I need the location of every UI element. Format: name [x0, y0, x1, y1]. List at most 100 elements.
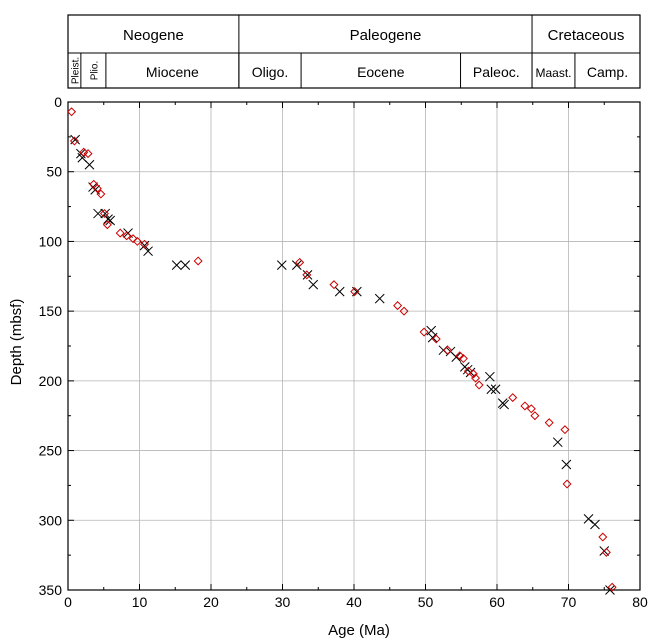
- period-label: Paleogene: [350, 27, 422, 44]
- x-tick-label: 30: [275, 594, 291, 610]
- data-point-x: [291, 260, 302, 270]
- x-stroke: [490, 384, 501, 395]
- x-tick-label: 50: [418, 594, 434, 610]
- data-point-diamond: [530, 411, 540, 421]
- x-stroke: [605, 585, 615, 595]
- y-tick-label: 150: [39, 303, 63, 319]
- epoch-label: Pleist.: [70, 57, 81, 84]
- x-stroke: [308, 279, 319, 290]
- data-point-x: [486, 384, 497, 395]
- data-point-x: [139, 240, 150, 251]
- x-stroke: [427, 332, 438, 343]
- data-point-x: [374, 293, 385, 304]
- data-point-diamond: [544, 418, 554, 428]
- data-point-x: [590, 519, 600, 530]
- data-point-diamond: [96, 189, 106, 199]
- x-stroke: [484, 371, 495, 382]
- series-diamond: [67, 107, 617, 592]
- epoch-label: Eocene: [357, 64, 405, 80]
- data-point-x: [84, 159, 95, 170]
- data-point-x: [490, 384, 501, 395]
- period-label: Cretaceous: [548, 27, 625, 44]
- x-stroke: [374, 293, 385, 304]
- y-tick-label: 200: [39, 373, 63, 389]
- data-point-diamond: [508, 393, 518, 403]
- data-point-x: [605, 585, 615, 595]
- geologic-timescale: Neogene Paleogene Cretaceous Pleist. Plio. Mi…: [67, 14, 641, 89]
- data-point-diamond: [132, 236, 142, 246]
- x-stroke: [583, 514, 594, 524]
- x-stroke: [276, 260, 287, 270]
- x-stroke: [302, 270, 313, 280]
- data-point-x: [180, 260, 191, 270]
- epoch-label: Paleoc.: [473, 64, 520, 80]
- epoch-label: Maast.: [535, 66, 571, 80]
- data-point-diamond: [115, 228, 125, 238]
- x-stroke: [143, 246, 153, 257]
- data-point-diamond: [520, 401, 530, 411]
- y-tick-label: 50: [46, 164, 62, 180]
- epoch-label: Camp.: [587, 64, 628, 80]
- y-tick-label: 100: [39, 233, 63, 249]
- x-stroke: [139, 240, 150, 251]
- plot-area: [67, 101, 641, 595]
- data-point-diamond: [463, 366, 473, 376]
- x-stroke: [105, 215, 116, 226]
- data-point-diamond: [295, 257, 305, 267]
- x-stroke: [334, 286, 345, 297]
- series-x: [70, 134, 615, 595]
- data-point-diamond: [83, 149, 93, 159]
- epoch-label: Miocene: [146, 64, 199, 80]
- data-point-x: [484, 371, 495, 382]
- data-point-diamond: [193, 256, 203, 266]
- x-axis-title: Age (Ma): [328, 622, 390, 639]
- data-point-diamond: [526, 404, 536, 414]
- data-point-diamond: [92, 183, 102, 193]
- data-point-diamond: [455, 351, 465, 361]
- data-point-diamond: [69, 136, 79, 146]
- data-point-x: [171, 260, 182, 270]
- x-tick-label: 10: [132, 594, 148, 610]
- data-point-x: [308, 279, 319, 290]
- data-point-diamond: [431, 334, 441, 344]
- y-tick-label: 350: [39, 582, 63, 598]
- period-label: Neogene: [123, 27, 184, 44]
- x-stroke: [590, 519, 600, 530]
- data-point-diamond: [560, 425, 570, 435]
- data-point-diamond: [139, 239, 150, 249]
- x-tick-label: 60: [489, 594, 505, 610]
- x-tick-label: 40: [346, 594, 362, 610]
- x-tick-label: 70: [561, 594, 577, 610]
- x-stroke: [499, 399, 510, 410]
- data-point-diamond: [468, 369, 478, 379]
- x-stroke: [451, 352, 462, 363]
- data-point-diamond: [443, 345, 453, 355]
- data-point-x: [451, 352, 462, 363]
- data-point-x: [552, 437, 563, 448]
- data-point-diamond: [67, 107, 77, 117]
- data-point-diamond: [474, 380, 484, 390]
- x-stroke: [171, 260, 182, 270]
- x-stroke: [486, 384, 497, 395]
- y-tick-label: 300: [39, 512, 63, 528]
- data-point-diamond: [458, 354, 468, 364]
- x-tick-label: 20: [203, 594, 219, 610]
- epoch-label: Oligo.: [252, 64, 289, 80]
- data-point-x: [426, 325, 437, 336]
- data-point-x: [93, 208, 103, 219]
- data-point-x: [105, 215, 116, 226]
- data-point-diamond: [79, 147, 89, 157]
- data-point-x: [427, 332, 438, 343]
- x-stroke: [84, 159, 95, 170]
- x-tick-label: 0: [64, 594, 72, 610]
- x-stroke: [561, 459, 572, 470]
- data-point-x: [499, 399, 510, 410]
- y-tick-label: 0: [54, 94, 62, 110]
- data-point-diamond: [350, 287, 360, 297]
- data-point-x: [143, 246, 153, 257]
- x-axis-ticks: 0 10 20 30 40 50 60 70 80: [64, 594, 648, 610]
- data-point-diamond: [471, 373, 481, 383]
- data-point-diamond: [562, 479, 572, 489]
- data-point-diamond: [598, 532, 608, 542]
- y-axis-title: Depth (mbsf): [8, 299, 25, 386]
